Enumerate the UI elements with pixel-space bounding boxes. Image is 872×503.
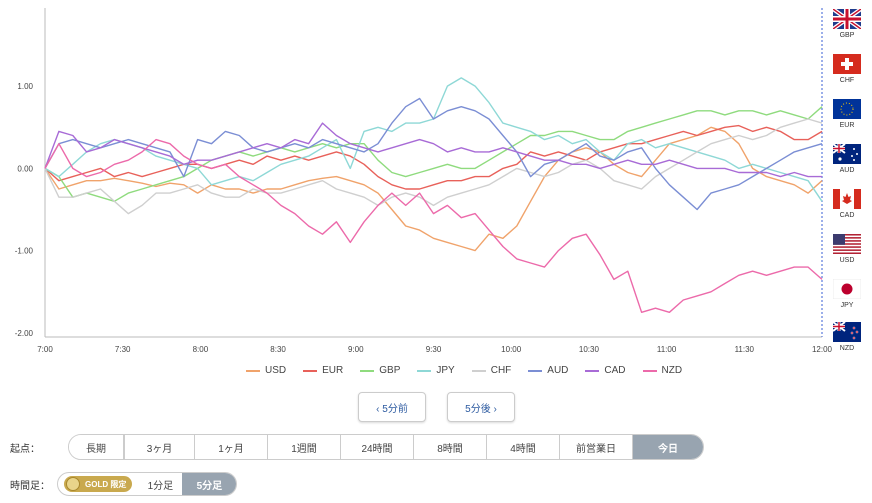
australia-flag-icon[interactable]	[833, 144, 861, 164]
x-tick-label: 11:30	[735, 345, 755, 354]
new-zealand-flag-icon[interactable]	[833, 322, 861, 342]
series-line-aud	[44, 97, 823, 211]
start-option-prev-business-day[interactable]: 前営業日	[560, 435, 633, 459]
flag-code: GBP	[839, 32, 855, 39]
y-tick-label: 1.00	[17, 82, 33, 91]
series-line-chf	[44, 118, 823, 215]
legend-label: GBP	[379, 365, 401, 376]
start-point-label: 起点：	[10, 444, 40, 455]
y-tick-label: 0.00	[17, 164, 33, 173]
flag-code: CHF	[839, 77, 855, 84]
japan-flag-icon[interactable]	[833, 279, 861, 299]
start-option-1week[interactable]: 1週間	[268, 435, 341, 459]
flag-code: CAD	[839, 212, 855, 219]
legend-label: USD	[265, 365, 287, 376]
series-line-usd	[44, 126, 823, 252]
gold-coin-icon	[66, 477, 80, 491]
legend-label: AUD	[547, 365, 569, 376]
start-option-4hours[interactable]: 4時間	[487, 435, 560, 459]
legend-item-jpy[interactable]: JPY	[417, 365, 455, 376]
flag-code: NZD	[839, 345, 855, 352]
start-option-1month[interactable]: 1ヶ月	[195, 435, 268, 459]
flag-code: USD	[839, 257, 855, 264]
start-option-8hours[interactable]: 8時間	[414, 435, 487, 459]
legend-item-gbp[interactable]: GBP	[360, 365, 400, 376]
start-option-today[interactable]: 今日	[633, 435, 703, 459]
start-option-3months[interactable]: 3ヶ月	[124, 435, 195, 459]
x-tick-label: 11:00	[657, 345, 677, 354]
switzerland-flag-icon[interactable]	[833, 54, 861, 74]
x-tick-label: 10:30	[579, 345, 600, 354]
x-tick-label: 7:00	[37, 345, 53, 354]
timeframe-option-5min[interactable]: 5分足	[182, 473, 237, 495]
series-line-nzd	[44, 138, 823, 313]
legend-label: CHF	[490, 365, 512, 376]
legend-item-cad[interactable]: CAD	[585, 365, 626, 376]
series-line-gbp	[44, 106, 823, 203]
eu-flag-icon[interactable]	[833, 99, 861, 119]
legend-label: CAD	[604, 365, 626, 376]
flag-code: JPY	[840, 302, 854, 309]
next-5min-button[interactable]: 5分後 ›	[447, 392, 515, 422]
x-tick-label: 8:30	[270, 345, 286, 354]
start-option-long[interactable]: 長期	[69, 435, 124, 459]
timeframe-option-1min[interactable]: 1分足	[138, 473, 183, 495]
flag-code: EUR	[839, 122, 855, 129]
x-tick-label: 8:00	[193, 345, 209, 354]
usa-flag-icon[interactable]	[833, 234, 861, 254]
legend-item-aud[interactable]: AUD	[528, 365, 568, 376]
x-tick-label: 9:30	[426, 345, 442, 354]
flag-code: AUD	[839, 167, 855, 174]
legend-label: NZD	[661, 365, 683, 376]
legend-item-nzd[interactable]: NZD	[642, 365, 683, 376]
series-line-cad	[44, 122, 822, 178]
series-line-eur	[44, 124, 823, 190]
y-tick-label: -1.00	[15, 247, 34, 256]
prev-5min-button[interactable]: ‹ 5分前	[358, 392, 426, 422]
legend-item-usd[interactable]: USD	[246, 365, 286, 376]
currency-strength-chart: 1.00 0.00 -1.00 -2.00 7:00 7:30 8:00 8:30 9:00 9…	[15, 8, 833, 354]
x-tick-label: 12:00	[812, 345, 833, 354]
gold-badge-label: GOLD 限定	[85, 479, 127, 489]
x-tick-label: 10:00	[501, 345, 522, 354]
start-option-24hours[interactable]: 24時間	[341, 435, 414, 459]
y-tick-label: -2.00	[15, 329, 34, 338]
uk-flag-icon[interactable]	[833, 9, 861, 29]
timeframe-label: 時間足：	[10, 481, 50, 492]
legend-label: JPY	[436, 365, 455, 376]
legend-label: EUR	[322, 365, 344, 376]
timeframe-selector: GOLD 限定 1分足 5分足	[57, 472, 238, 496]
start-point-selector: 長期 3ヶ月 1ヶ月 1週間 24時間 8時間 4時間 前営業日 今日	[68, 434, 704, 460]
legend-item-chf[interactable]: CHF	[471, 365, 512, 376]
x-tick-label: 9:00	[348, 345, 364, 354]
x-tick-label: 7:30	[115, 345, 131, 354]
canada-flag-icon[interactable]	[833, 189, 861, 209]
chart-legend: USD EUR GBP JPY CHF AUD CAD NZD	[246, 365, 699, 376]
gold-only-badge: GOLD 限定	[64, 476, 133, 492]
legend-item-eur[interactable]: EUR	[303, 365, 343, 376]
